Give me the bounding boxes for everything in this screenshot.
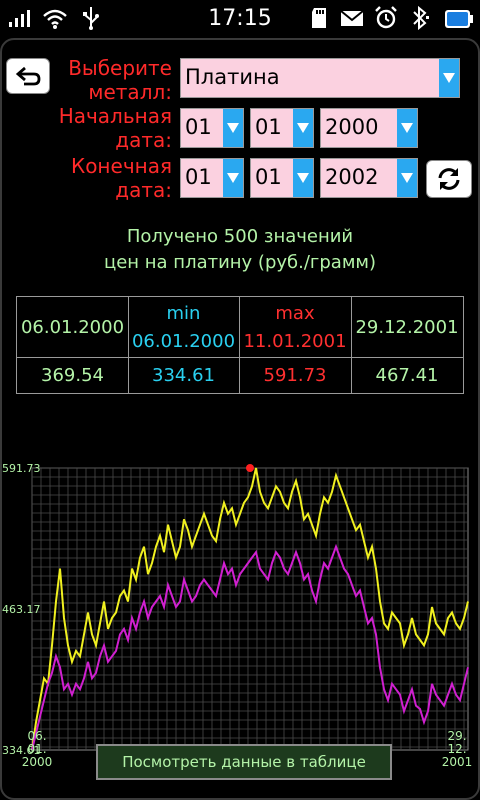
x-tick-end: 29. 12. 2001: [434, 730, 480, 769]
max-marker: [246, 464, 254, 472]
chevron-down-icon: [223, 159, 243, 197]
min-value: 334.61: [152, 365, 215, 386]
series-line-0: [31, 467, 469, 751]
start-month-value: 01: [255, 115, 282, 139]
max-date: 11.01.2001: [243, 331, 347, 352]
grid: [31, 467, 468, 750]
refresh-button[interactable]: [426, 160, 472, 198]
app-frame: [0, 38, 480, 800]
end-month-select[interactable]: 01: [250, 158, 314, 198]
x-tick-end-day: 29.: [447, 729, 467, 743]
x-tick-start-month: 01.: [27, 742, 47, 756]
series-line-1: [31, 543, 469, 751]
wifi-icon: [42, 8, 68, 34]
status-bar: 17:15: [0, 0, 480, 38]
info-line-2: цен на платину (руб./грамм): [103, 252, 377, 273]
start-year-select[interactable]: 2000: [320, 108, 418, 148]
chevron-down-icon: [293, 109, 313, 147]
x-tick-end-year: 2001: [441, 755, 473, 769]
x-tick-start-year: 2000: [21, 755, 53, 769]
alarm-icon: [374, 6, 398, 34]
max-value: 591.73: [263, 365, 327, 386]
view-table-button[interactable]: Посмотреть данные в таблице: [96, 744, 392, 780]
bluetooth-icon: [408, 5, 432, 34]
chevron-down-icon: [397, 109, 417, 147]
back-button[interactable]: [6, 58, 50, 94]
end-day-value: 01: [185, 165, 212, 189]
y-tick-label: 463.17: [2, 603, 41, 616]
min-date: 06.01.2000: [131, 331, 236, 352]
chevron-down-icon: [397, 159, 417, 197]
end-year-value: 2002: [325, 165, 379, 189]
sd-card-icon: [310, 7, 328, 33]
first-value: 369.54: [41, 365, 104, 386]
start-day-select[interactable]: 01: [180, 108, 244, 148]
y-tick-label: 591.73: [2, 462, 41, 475]
last-value: 467.41: [375, 365, 439, 386]
app-screen: Выберите металл: Платина Начальная дата:…: [0, 38, 480, 800]
price-chart: 591.73 463.17 334.61 06. 01. 2000 29. 12. …: [0, 430, 480, 770]
chevron-down-icon: [439, 59, 459, 97]
signal-icon: [8, 8, 32, 32]
back-arrow-icon: [15, 66, 41, 86]
usb-icon: [82, 6, 100, 34]
first-date: 06.01.2000: [20, 317, 125, 338]
mail-icon: [340, 10, 364, 32]
metal-select[interactable]: Платина: [180, 58, 460, 98]
end-date-label: Конечная дата:: [71, 154, 172, 202]
battery-icon: [444, 9, 474, 33]
end-year-select[interactable]: 2002: [320, 158, 418, 198]
x-tick-start: 06. 01. 2000: [14, 730, 60, 769]
start-day-value: 01: [185, 115, 212, 139]
max-label: max: [275, 303, 315, 324]
x-tick-end-month: 12.: [447, 742, 467, 756]
chevron-down-icon: [223, 109, 243, 147]
y-tick-label: 334.61: [2, 744, 41, 757]
end-day-select[interactable]: 01: [180, 158, 244, 198]
start-month-select[interactable]: 01: [250, 108, 314, 148]
end-month-value: 01: [255, 165, 282, 189]
stats-table: 06.01.2000 min 06.01.2000 max 11.01.2001…: [16, 296, 464, 394]
status-time: 17:15: [208, 6, 272, 31]
start-year-value: 2000: [325, 115, 379, 139]
metal-value: Платина: [185, 65, 280, 89]
info-line-1: Получено 500 значений: [126, 226, 354, 247]
last-date: 29.12.2001: [355, 317, 459, 338]
metal-label: Выберите металл:: [68, 56, 172, 104]
chart-svg: 591.73 463.17 334.61: [2, 462, 469, 757]
min-label: min: [166, 303, 201, 324]
chevron-down-icon: [293, 159, 313, 197]
start-date-label: Начальная дата:: [58, 104, 172, 152]
x-tick-start-day: 06.: [27, 729, 47, 743]
refresh-icon: [438, 168, 460, 190]
